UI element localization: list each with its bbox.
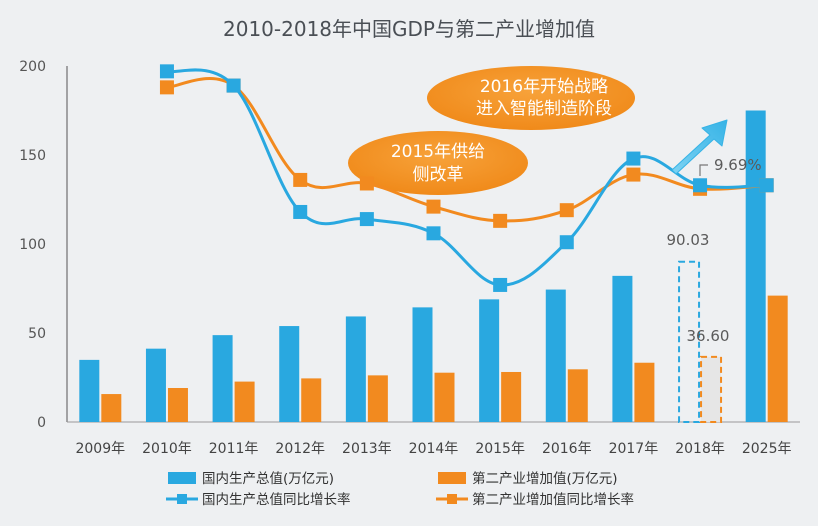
bar-gdp [612,275,633,422]
point-gdp-growth [226,78,241,93]
bar-industry [501,371,522,422]
point-industry-growth [559,203,574,218]
y-ticks: 0 50 100 150 200 [19,59,46,431]
x-tick-label: 2016年 [542,441,592,457]
legend-item-industry-growth: 第二产业增加值同比增长率 [436,491,634,508]
label-growth-rate: 9.69% [714,156,762,174]
bar-industry [101,394,122,422]
x-tick-label: 2018年 [675,441,725,457]
point-gdp-growth [693,178,708,193]
growth-lines [159,64,774,292]
point-gdp-growth [159,64,174,79]
y-tick-label: 0 [37,415,46,431]
point-industry-growth [359,176,374,191]
point-industry-growth [626,167,641,182]
bar-gdp [345,316,366,422]
bar-gdp [279,326,300,422]
bar-gdp [412,307,433,422]
x-tick-label: 2012年 [275,441,325,457]
annotation-bubble-2016: 2016年开始战略 进入智能制造阶段 [427,66,635,130]
legend-label-gdp-growth: 国内生产总值同比增长率 [202,491,351,508]
line-industry-growth [166,77,767,223]
x-tick-label: 2015年 [475,441,525,457]
point-gdp-growth [759,178,774,193]
bar-industry [167,388,188,422]
point-gdp-growth [559,235,574,250]
bubble-2015-line1: 2015年供给 [391,142,485,162]
point-gdp-growth [626,151,641,166]
point-gdp-growth [493,277,508,292]
bar-industry [434,372,455,422]
label-industry-2018: 36.60 [687,327,730,345]
bar-industry [367,375,388,422]
point-gdp-growth [359,212,374,227]
bubble-2015-line2: 侧改革 [413,165,464,185]
chart-title: 2010-2018年中国GDP与第二产业增加值 [223,17,595,41]
x-tick-label: 2014年 [409,441,459,457]
x-tick-label: 2025年 [742,441,792,457]
label-gdp-2018: 90.03 [667,231,710,249]
bar-gdp [212,335,233,422]
bar-gdp [678,260,701,424]
legend-item-gdp: 国内生产总值(万亿元) [168,471,334,487]
bar-industry [767,295,788,422]
x-tick-label: 2011年 [209,441,259,457]
bubble-2016-line1: 2016年开始战略 [480,77,608,97]
y-tick-label: 200 [19,59,46,75]
legend: 国内生产总值(万亿元) 第二产业增加值(万亿元) 国内生产总值同比增长率 第二产… [166,470,634,508]
point-industry-growth [293,172,308,187]
growth-callout-line [699,164,708,176]
legend-label-gdp: 国内生产总值(万亿元) [202,471,334,487]
point-industry-growth [159,80,174,95]
y-tick-label: 100 [19,237,46,253]
x-ticks: 2009年 2010年 2011年 2012年 2013年 2014年 2015年 2016年… [75,441,791,457]
bubble-2016-line2: 进入智能制造阶段 [476,99,612,119]
bar-industry [567,369,588,422]
x-tick-label: 2009年 [75,441,125,457]
annotation-bubble-2015: 2015年供给 侧改革 [348,131,528,195]
x-tick-label: 2017年 [609,441,659,457]
legend-label-industry-growth: 第二产业增加值同比增长率 [472,491,634,508]
bar-gdp [479,299,500,422]
bars [79,110,788,424]
x-tick-label: 2010年 [142,441,192,457]
x-tick-label: 2013年 [342,441,392,457]
bar-industry [634,362,655,422]
legend-item-gdp-growth: 国内生产总值同比增长率 [166,491,351,508]
bar-industry [301,378,322,422]
point-gdp-growth [426,226,441,241]
bar-industry [700,355,723,423]
legend-item-industry: 第二产业增加值(万亿元) [438,470,618,487]
bar-gdp [79,359,100,422]
bar-industry [234,381,255,422]
y-tick-label: 150 [19,148,46,164]
point-industry-growth [426,199,441,214]
line-gdp-growth [166,68,767,287]
point-industry-growth [493,213,508,228]
point-gdp-growth [293,204,308,219]
bar-gdp [145,348,166,422]
legend-label-industry: 第二产业增加值(万亿元) [472,470,618,487]
growth-arrow-icon [671,119,728,175]
y-tick-label: 50 [28,326,46,342]
bar-gdp [545,289,566,422]
